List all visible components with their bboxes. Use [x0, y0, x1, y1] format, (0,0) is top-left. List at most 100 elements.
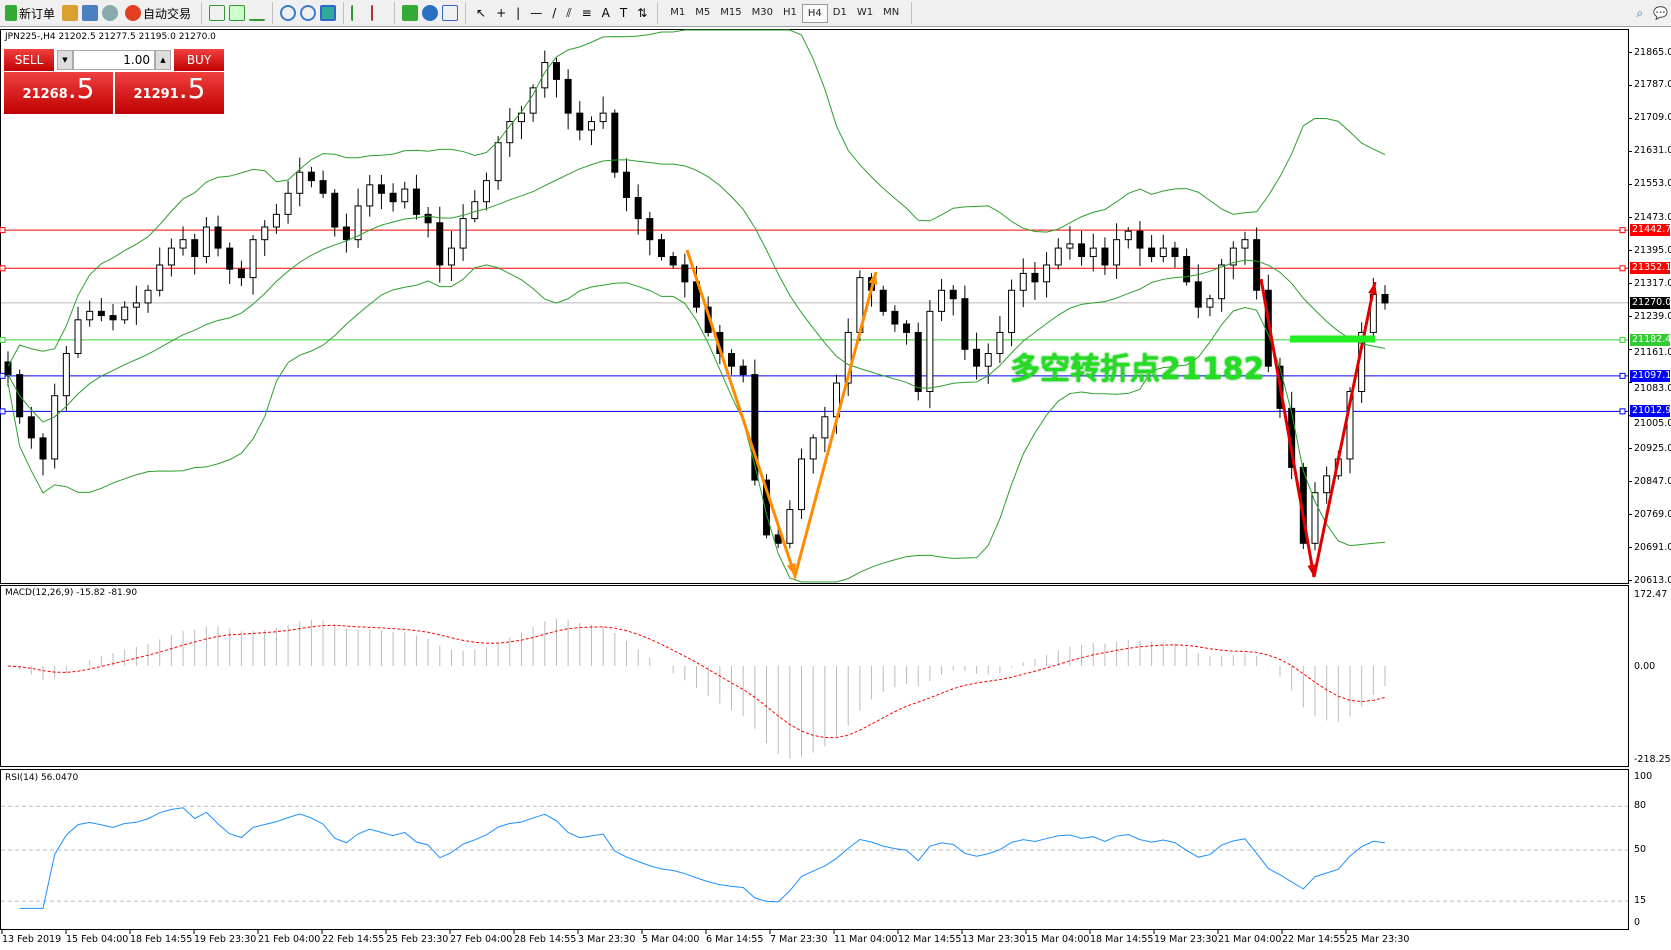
candle-body [226, 247, 234, 270]
annotation-text: 多空转折点21182 [1010, 352, 1265, 387]
vertical-line-icon[interactable]: | [516, 6, 521, 20]
main-chart[interactable] [0, 29, 1629, 584]
price-tick: 20925.0 [1634, 442, 1671, 454]
zoom-out-icon[interactable] [300, 5, 317, 21]
price-tick: 21787.0 [1634, 79, 1671, 91]
timeframe-m30[interactable]: M30 [751, 6, 774, 18]
candle-body [984, 353, 992, 367]
new-order-button[interactable]: 新订单 [2, 2, 58, 24]
lot-input[interactable]: 1.00 [73, 50, 155, 70]
lot-increase-button[interactable]: ▲ [155, 50, 171, 70]
auto-scroll-icon[interactable] [351, 5, 367, 21]
candle-body [587, 121, 595, 131]
date-tick: 22 Feb 14:55 [322, 934, 385, 945]
timeframe-h4[interactable]: H4 [801, 3, 828, 23]
macd-tick: 172.47 [1634, 589, 1668, 600]
text-icon[interactable]: A [601, 6, 610, 20]
rsi-tick: 50 [1634, 844, 1647, 855]
candle-body [903, 323, 911, 333]
trendline-icon[interactable]: / [552, 6, 557, 20]
price-tick: 21395.0 [1634, 244, 1671, 256]
candle-body [144, 289, 152, 304]
indicators-icon[interactable] [402, 5, 419, 21]
search-icon[interactable]: ⌕ [1636, 5, 1644, 20]
candlestick-icon[interactable] [229, 5, 246, 21]
zoom-in-icon[interactable] [280, 5, 297, 21]
candle-body [1218, 264, 1226, 300]
candle-body [1311, 492, 1319, 544]
candle-body [424, 213, 432, 224]
chat-icon[interactable]: 💬 [1653, 6, 1668, 20]
candle-body [447, 247, 455, 266]
signals-icon[interactable] [102, 5, 119, 21]
rsi-line [19, 807, 1386, 909]
candle-body [121, 306, 129, 321]
date-tick: 7 Mar 23:30 [770, 934, 828, 945]
navigator-icon[interactable] [82, 5, 99, 21]
candle-body [821, 416, 829, 439]
price-tick: 21317.0 [1634, 277, 1671, 289]
bollinger-lower [7, 264, 1386, 583]
cursor-icon[interactable]: ↖ [476, 6, 487, 20]
candle-body [1381, 293, 1389, 304]
bar-chart-icon[interactable] [209, 5, 226, 21]
timeframe-h1[interactable]: H1 [783, 6, 797, 18]
candle-body [681, 264, 689, 283]
fibonacci-icon[interactable]: ≡ [581, 6, 592, 20]
candle-body [284, 192, 292, 215]
crosshair-icon[interactable]: + [496, 6, 507, 20]
text-label-icon[interactable]: T [619, 6, 628, 20]
timeframe-w1[interactable]: W1 [856, 6, 874, 18]
date-tick: 21 Mar 04:00 [1218, 934, 1282, 945]
candle-body [1171, 247, 1179, 258]
buy-price[interactable]: 21291.5 [115, 72, 224, 114]
periods-icon[interactable] [422, 5, 439, 21]
timeframe-m15[interactable]: M15 [720, 6, 742, 18]
candle-body [39, 437, 47, 460]
candle-body [576, 112, 584, 131]
candle-body [1101, 247, 1109, 266]
sell-price[interactable]: 21268.5 [4, 72, 113, 114]
macd-pane[interactable] [0, 585, 1629, 767]
market-watch-icon[interactable] [62, 5, 79, 21]
horizontal-line-icon[interactable]: — [530, 6, 543, 20]
tile-windows-icon[interactable] [320, 5, 337, 21]
date-tick: 11 Mar 04:00 [834, 934, 898, 945]
candle-body [926, 310, 934, 392]
price-tick: 21553.0 [1634, 178, 1671, 190]
candle-body [938, 289, 946, 312]
sell-button[interactable]: SELL [4, 49, 54, 71]
chart-shift-icon[interactable] [371, 5, 387, 21]
buy-button[interactable]: BUY [174, 49, 224, 71]
arrows-icon[interactable]: ⇅ [637, 6, 648, 20]
level-handle [1619, 336, 1626, 343]
candle-body [529, 87, 537, 114]
equidistant-channel-icon[interactable]: ⫽ [566, 5, 572, 20]
timeframe-d1[interactable]: D1 [832, 6, 847, 18]
timeframe-mn[interactable]: MN [883, 6, 900, 18]
candle-body [307, 171, 315, 182]
candle-body [1008, 289, 1016, 333]
templates-icon[interactable] [442, 5, 459, 21]
date-tick: 25 Mar 23:30 [1346, 934, 1410, 945]
macd-tick: 0.00 [1634, 661, 1656, 672]
arrow-head [1368, 282, 1377, 295]
candle-body [763, 479, 771, 536]
timeframe-m5[interactable]: M5 [695, 6, 711, 18]
candle-body [132, 302, 140, 308]
candle-body [51, 395, 59, 460]
candle-body [354, 205, 362, 241]
auto-trading-button[interactable]: 自动交易 [122, 2, 194, 24]
candle-body [751, 374, 759, 481]
candle-body [1323, 475, 1331, 494]
level-price-tag: 21097.1 [1630, 369, 1671, 382]
date-tick: 19 Feb 23:30 [194, 934, 257, 945]
level-handle [0, 265, 6, 272]
candle-body [1078, 243, 1086, 258]
lot-decrease-button[interactable]: ▼ [57, 50, 73, 70]
timeframe-m1[interactable]: M1 [670, 6, 686, 18]
level-handle [1619, 408, 1626, 415]
level-price-tag: 21442.7 [1630, 224, 1671, 237]
line-chart-icon[interactable] [249, 5, 266, 21]
toolbar: 新订单 自动交易 ↖ + | — / ⫽ ≡ A T ⇅ M1 M5 M15 M30 H… [0, 0, 1671, 27]
